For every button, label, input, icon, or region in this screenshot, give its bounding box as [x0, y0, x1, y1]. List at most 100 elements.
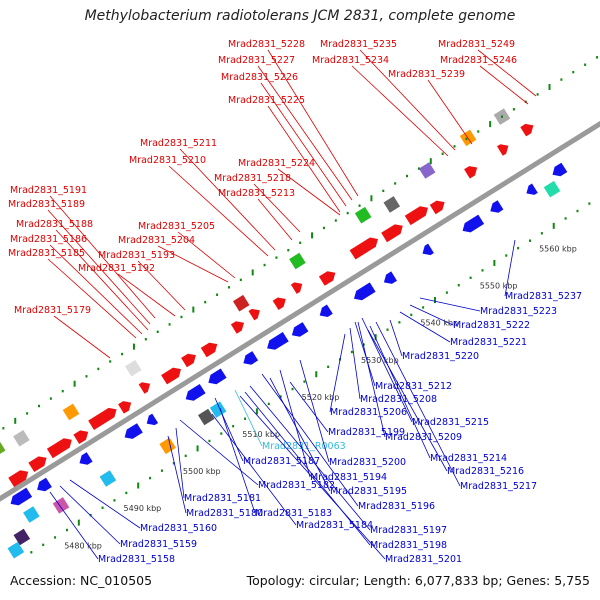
leader-line [277, 168, 341, 216]
tick-top [465, 137, 468, 141]
tick-bottom [184, 454, 187, 458]
tick-top [132, 343, 135, 350]
tick-bottom [481, 269, 484, 272]
leader-line [359, 49, 456, 151]
tick-bottom [552, 222, 555, 229]
tick-bottom [528, 239, 531, 242]
reverse-gene [37, 477, 52, 492]
tick-top [536, 93, 539, 96]
tick-top [216, 293, 219, 296]
tick-bottom [137, 482, 140, 489]
forward-gene [28, 456, 47, 472]
leader-line [179, 419, 259, 486]
leader-line [361, 317, 413, 423]
gene-label-reverse: Mrad2831_5194 [310, 472, 387, 483]
tick-bottom [457, 284, 460, 287]
leader-line [375, 321, 461, 487]
tick-bottom [113, 499, 116, 502]
leader-line [367, 329, 448, 472]
leader-line [214, 397, 244, 462]
tick-top [489, 121, 492, 128]
tick-bottom [208, 439, 211, 443]
forward-gene [88, 407, 117, 430]
leader-line [399, 311, 451, 343]
leader-line [179, 148, 276, 251]
gene-label-forward: Mrad2831_5213 [218, 188, 295, 199]
gene-label-forward: Mrad2831_5204 [118, 235, 195, 246]
gene-label-forward: Mrad2831_5235 [320, 39, 397, 50]
leader-line [177, 231, 236, 279]
tick-top [263, 263, 266, 267]
tick-top [477, 130, 480, 133]
tick-top [311, 232, 314, 239]
forward-gene [349, 237, 378, 260]
tick-bottom [410, 313, 413, 317]
tick-bottom [125, 491, 128, 495]
leader-line [234, 389, 263, 447]
forward-gene [520, 123, 534, 137]
reverse-gene [354, 282, 376, 301]
tick-bottom [54, 536, 57, 539]
label-layer: 5480 kbp 5490 kbp 5500 kbp 5510 kbp 5520 kbp… [8, 39, 582, 565]
reverse-gene [208, 368, 227, 385]
leader-line [49, 244, 143, 335]
gene-label-reverse: Mrad2831_5195 [330, 486, 407, 497]
misc-feature [7, 541, 25, 559]
leader-line [157, 245, 229, 283]
leader-line [59, 485, 121, 545]
tick-bottom [576, 209, 579, 213]
tick-top [227, 286, 230, 289]
map-title: Methylobacterium radiotolerans JCM 2831,… [84, 8, 516, 24]
misc-feature [209, 401, 227, 418]
tick-bottom [434, 297, 437, 304]
feature-layer [0, 108, 600, 559]
reverse-gene [552, 162, 568, 177]
gene-label-forward: Mrad2831_5226 [221, 72, 298, 83]
gene-label-forward: Mrad2831_5249 [438, 39, 515, 50]
leader-line [137, 260, 186, 311]
gene-label-reverse: Mrad2831_5215 [412, 417, 489, 428]
misc-feature [13, 429, 30, 447]
tick-top [204, 300, 207, 304]
accession-text: Accession: NC_010505 [10, 573, 153, 588]
tick-top [358, 204, 361, 207]
tick-top [441, 152, 444, 155]
tick-bottom [267, 402, 270, 406]
forward-gene [46, 438, 72, 459]
gene-label-forward: Mrad2831_5225 [228, 95, 305, 106]
tick-bottom [30, 551, 33, 554]
forward-gene [230, 321, 244, 334]
gene-label-reverse: Mrad2831_5184 [296, 520, 373, 531]
leader-line [253, 183, 301, 233]
tick-bottom [279, 395, 282, 398]
tick-bottom [291, 387, 294, 391]
tick-top [382, 189, 385, 193]
tick-bottom [350, 350, 353, 354]
reverse-gene [462, 214, 485, 233]
leader-line [267, 49, 359, 197]
kbp-label: 5480 kbp [64, 541, 102, 550]
kbp-label: 5540 kbp [420, 319, 458, 328]
reverse-gene [422, 243, 434, 256]
leader-line [49, 491, 99, 560]
tick-bottom [315, 371, 318, 378]
gene-label-reverse: Mrad2831_5222 [453, 320, 530, 331]
gene-label-reverse: Mrad2831_5199 [328, 427, 405, 438]
forward-gene [118, 401, 132, 414]
misc-feature [289, 252, 306, 270]
gene-label-reverse: Mrad2831_5159 [120, 539, 197, 550]
gene-label-reverse: Mrad2831_5208 [360, 394, 437, 405]
tick-top [572, 70, 575, 74]
misc-feature [13, 528, 31, 546]
leader-line [477, 49, 537, 97]
tick-top [346, 211, 349, 215]
leader-line [211, 413, 297, 526]
tick-bottom [327, 365, 330, 369]
tick-bottom [386, 328, 389, 331]
tick-top [548, 83, 551, 90]
tick-top [168, 323, 171, 326]
gene-label-reverse: Mrad2831_5187 [243, 456, 320, 467]
gene-label-forward: Mrad2831_5234 [312, 55, 389, 66]
tick-top [584, 63, 587, 66]
gene-label-reverse: Mrad2831_5221 [450, 337, 527, 348]
